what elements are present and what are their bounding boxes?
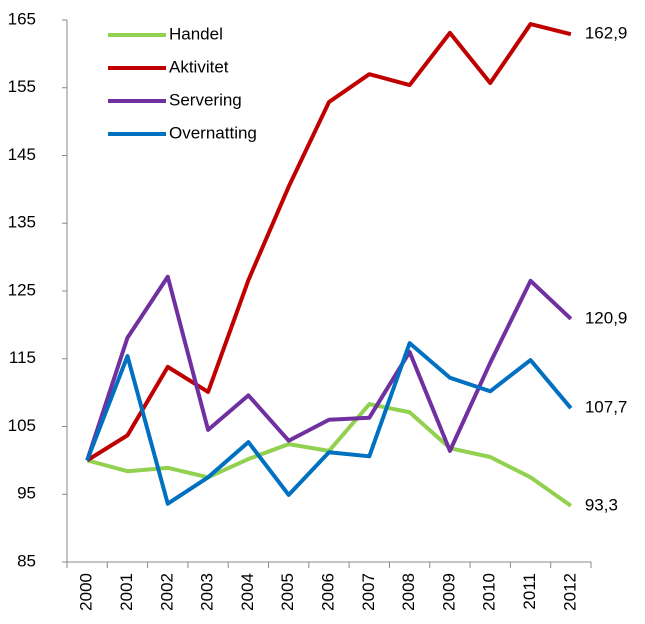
legend-label: Overnatting [169,123,257,142]
y-tick-label: 105 [8,416,36,435]
x-tick-label: 2001 [117,573,136,611]
y-tick-label: 165 [8,9,36,28]
x-tick-label: 2003 [198,573,217,611]
series-line [85,274,573,461]
legend-label: Aktivitet [169,57,229,76]
x-tick-label: 2004 [238,573,257,611]
data-label: 107,7 [585,398,628,417]
series-line [85,341,573,506]
y-tick-label: 115 [9,348,36,367]
y-tick-label: 95 [17,484,36,503]
x-tick-label: 2005 [278,573,297,611]
data-label: 162,9 [585,24,628,43]
legend-label: Servering [169,90,242,109]
y-tick-label: 125 [8,280,36,299]
x-tick-label: 2012 [560,573,579,611]
x-tick-label: 2010 [480,573,499,611]
x-tick-label: 2009 [439,573,458,611]
x-tick-label: 2000 [77,573,96,611]
y-tick-label: 85 [17,551,36,570]
y-tick-label: 145 [8,145,36,164]
y-tick-label: 155 [8,77,36,96]
data-label: 120,9 [585,308,628,327]
series-line [86,22,572,463]
x-tick-label: 2006 [318,573,337,611]
data-label: 93,3 [585,495,618,514]
x-tick-label: 2008 [399,573,418,611]
x-tick-label: 2011 [520,573,539,610]
y-tick-label: 135 [8,213,36,232]
legend-label: Handel [169,24,223,43]
x-tick-label: 2007 [359,573,378,611]
x-tick-label: 2002 [157,573,176,611]
